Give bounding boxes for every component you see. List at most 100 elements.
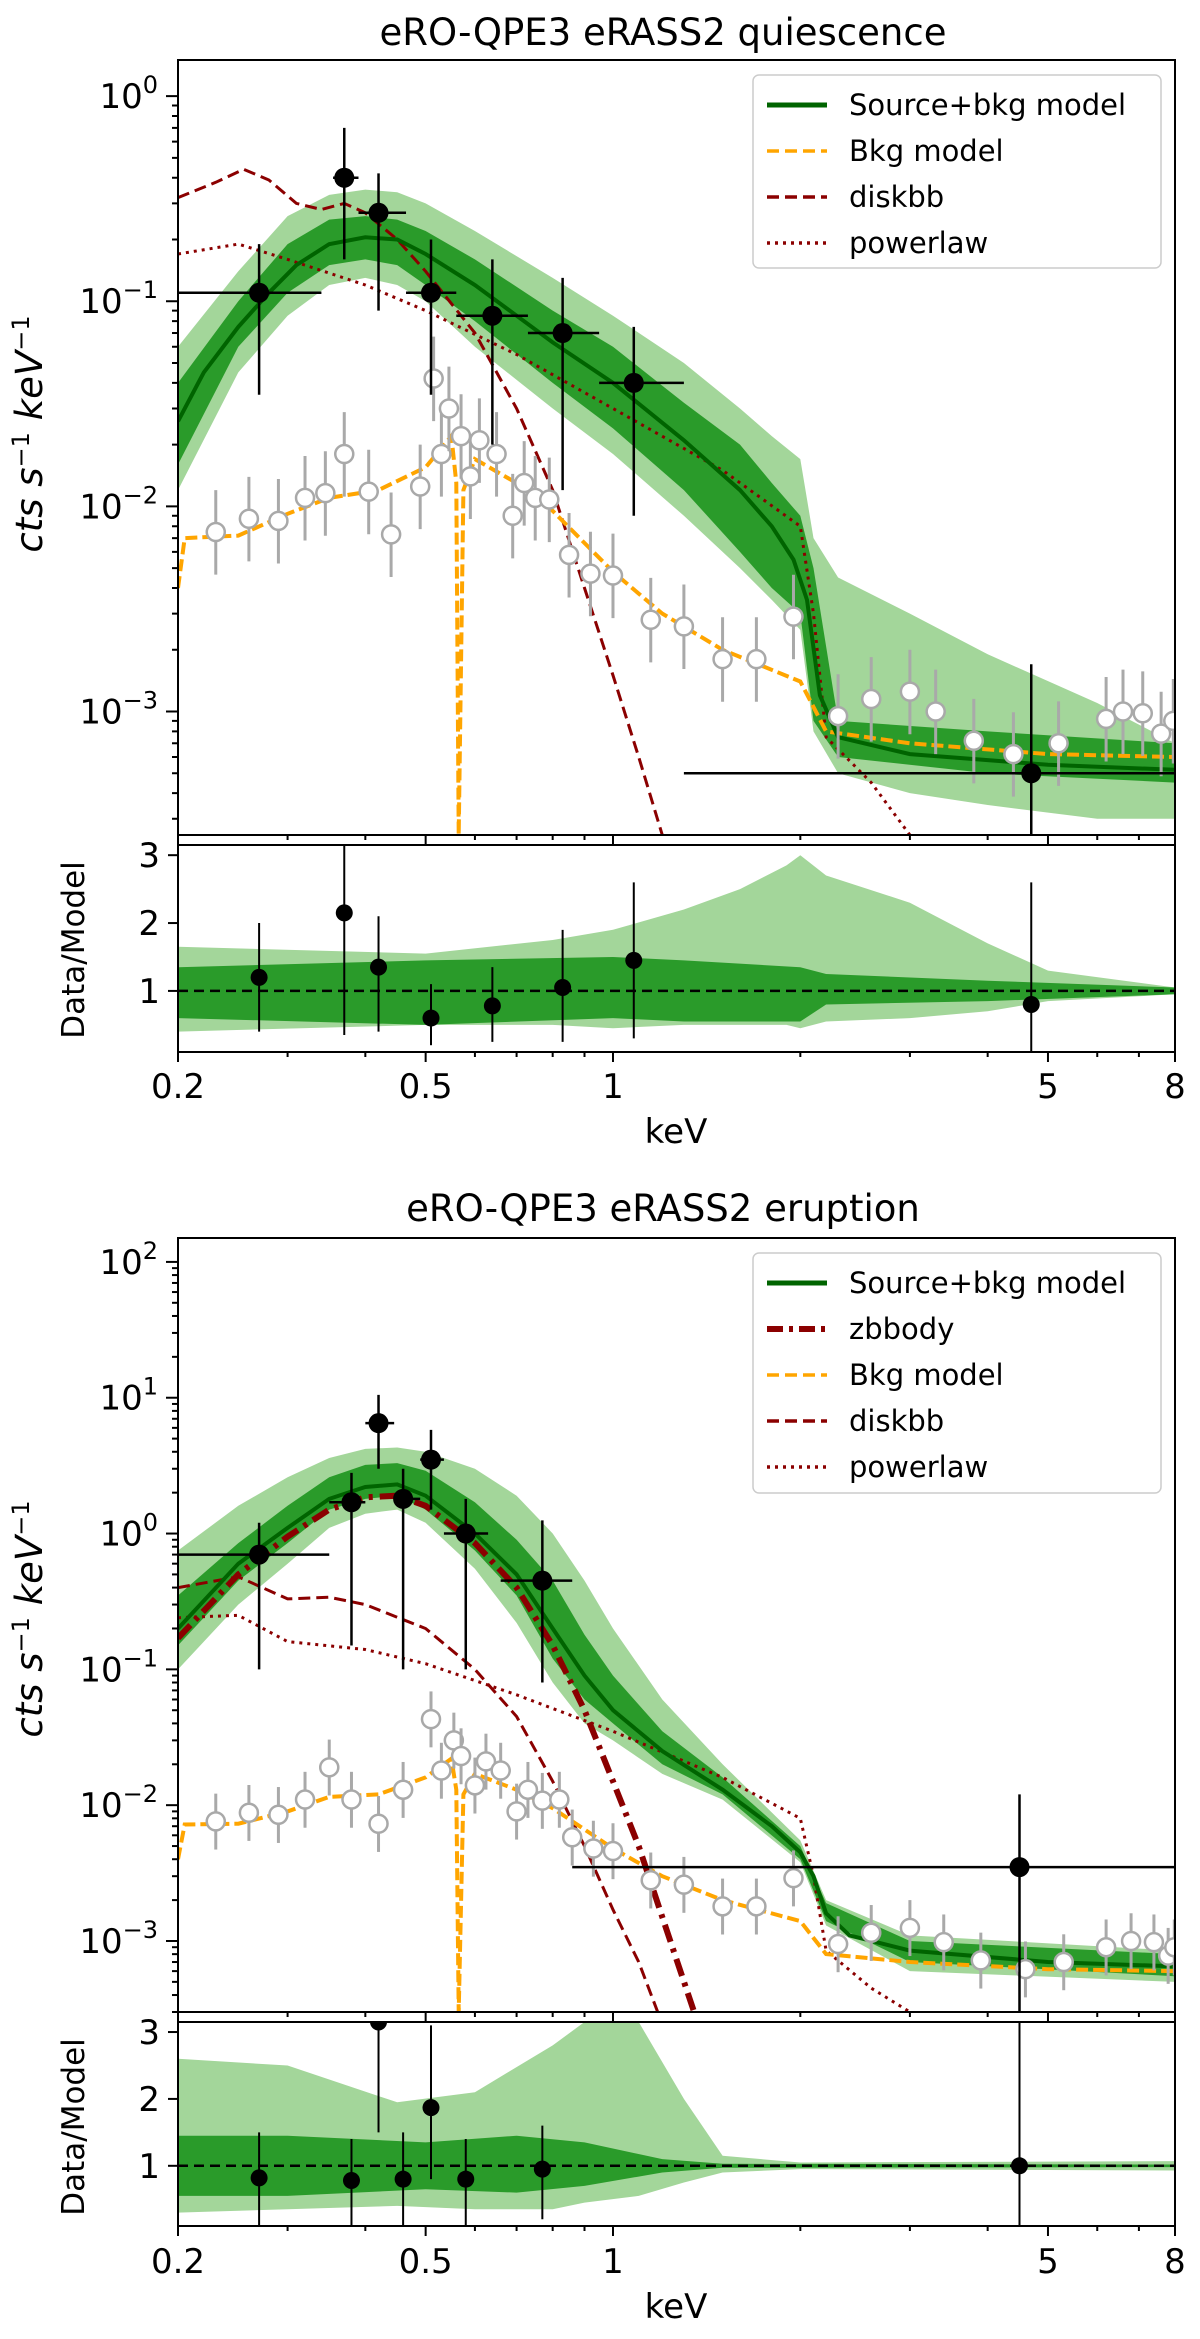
- ratio-y-tick-label: 1: [138, 2147, 160, 2187]
- ratio-data-point: [394, 2170, 412, 2188]
- bkg-data-point: [294, 487, 316, 509]
- ratio-data-point: [422, 2099, 440, 2117]
- x-axis-label: keV: [645, 2287, 708, 2327]
- bkg-data-point: [502, 505, 523, 527]
- bkg-data-point: [268, 1804, 289, 1826]
- legend-label: powerlaw: [849, 1450, 988, 1484]
- y-label-s-exp: −1: [7, 1617, 35, 1652]
- source-data-point: [623, 372, 644, 393]
- ratio-y-tick-label: 3: [138, 836, 160, 876]
- bkg-data-point: [963, 730, 985, 752]
- source-data-point: [420, 1449, 441, 1470]
- chart-eruption: eRO-QPE3 eRASS2 eruption cts s−1 keV−1 1…: [0, 1187, 1186, 2327]
- bkg-data-point: [392, 1779, 414, 1800]
- chart-quiescence: eRO-QPE3 eRASS2 quiescence cts s−1 keV−1…: [0, 11, 1186, 1152]
- source-data-point: [249, 282, 270, 303]
- ratio-data-point: [250, 2169, 268, 2187]
- y-axis-label: cts s−1 keV−1: [0, 1500, 51, 1737]
- ratio-plot: 1 2 3 0.2 0.5 1 5 8: [138, 2013, 1185, 2282]
- y-tick-base: 10: [79, 1922, 122, 1962]
- bkg-data-point: [1120, 1930, 1142, 1952]
- bkg-data-point: [673, 1874, 695, 1895]
- ratio-frame: [177, 2021, 1176, 2227]
- ratio-data-point: [483, 997, 501, 1015]
- y-tick-base: 10: [99, 1379, 142, 1419]
- y-tick-base: 10: [99, 1243, 142, 1283]
- x-tick-label: 8: [1164, 1067, 1186, 1107]
- legend-label: Bkg model: [849, 1358, 1004, 1392]
- bkg-data-point: [469, 430, 490, 451]
- y-axis-label: cts s−1 keV−1: [0, 315, 51, 552]
- y-tick-base: 10: [79, 693, 122, 733]
- y-tick-base: 10: [99, 77, 142, 117]
- bkg-data-point: [205, 1811, 227, 1832]
- bkg-data-point: [205, 521, 227, 543]
- bkg-data-point: [561, 1827, 583, 1848]
- source-data-point: [249, 1544, 270, 1565]
- ratio-y-label: Data/Model: [56, 861, 92, 1039]
- bkg-data-point: [431, 443, 452, 465]
- chart-title: eRO-QPE3 eRASS2 quiescence: [380, 11, 947, 54]
- bkg-data-point: [315, 482, 336, 504]
- legend-box: [752, 1252, 1162, 1494]
- y-tick-label: 102: [99, 1237, 158, 1283]
- ratio-area: [178, 2022, 1175, 2226]
- bkg-data-point: [380, 524, 402, 545]
- bkg-data-point: [517, 1779, 539, 1800]
- zbbody-line: [178, 1492, 697, 2012]
- ratio-data-point: [1010, 2157, 1028, 2175]
- bkg-data-point: [318, 1757, 340, 1778]
- bkg-data-point: [464, 1775, 486, 1796]
- y-tick-exp: 1: [143, 1373, 158, 1401]
- source-data-point: [334, 167, 355, 188]
- source-data-point: [552, 323, 573, 344]
- bkg-data-point: [746, 1896, 767, 1917]
- ratio-y-tick-label: 2: [138, 904, 160, 944]
- y-tick-label: 10−3: [79, 687, 158, 733]
- x-tick-label: 0.2: [151, 1067, 205, 1107]
- x-tick-label: 5: [1037, 2242, 1059, 2282]
- bkg-data-point: [294, 1789, 316, 1810]
- y-label-s: s: [8, 1652, 51, 1671]
- ratio-data-point: [370, 958, 388, 976]
- bkg-data-point: [409, 476, 431, 497]
- y-label-kev: keV: [8, 348, 51, 420]
- ratio-data-point: [554, 979, 572, 997]
- source-data-point: [482, 305, 503, 326]
- legend-label: diskbb: [849, 180, 944, 214]
- bkg-data-point: [1095, 1936, 1117, 1958]
- x-tick-label: 0.5: [399, 1067, 453, 1107]
- diskbb-line: [178, 1575, 660, 2012]
- bkg-data-point: [1112, 701, 1134, 722]
- y-label-cts: cts: [8, 1683, 51, 1737]
- bkg-data-point: [368, 1813, 389, 1834]
- source-data-point: [368, 202, 389, 223]
- ratio-y-label: Data/Model: [56, 2038, 92, 2216]
- bkg-data-point: [558, 544, 580, 566]
- y-tick-exp: 0: [143, 1509, 158, 1537]
- bkg-data-point: [933, 1931, 954, 1953]
- y-tick-base: 10: [79, 487, 122, 527]
- bkg-data-point: [1143, 1931, 1165, 1953]
- bkg-data-point: [1015, 1958, 1036, 1980]
- legend-label: powerlaw: [849, 226, 988, 260]
- bkg-data-point: [827, 705, 849, 727]
- bkg-data-point: [532, 1790, 553, 1811]
- bkg-data-point: [925, 701, 946, 722]
- bkg-data-point: [1003, 743, 1024, 765]
- bkg-data-point: [783, 606, 804, 627]
- source-data-point: [455, 1523, 476, 1544]
- y-tick-label: 10−1: [79, 1644, 158, 1690]
- bkg-data-point: [899, 1917, 921, 1939]
- y-tick-exp: −1: [123, 276, 158, 304]
- ratio-area: [178, 845, 1175, 1052]
- y-label-cts: cts: [8, 498, 51, 552]
- bkg-data-point: [268, 510, 289, 532]
- bkg-data-point: [673, 616, 695, 637]
- x-tick-label: 1: [602, 1067, 624, 1107]
- y-tick-base: 10: [79, 1786, 122, 1826]
- bkg-data-point: [583, 1838, 604, 1859]
- bkg-data-point: [860, 688, 882, 710]
